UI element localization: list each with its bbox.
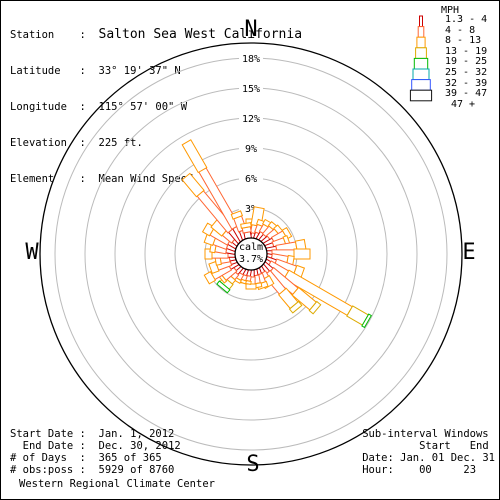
wind-bar-segment: [203, 271, 217, 285]
ring-label-bg: [239, 82, 263, 93]
wind-bar-segment: [288, 300, 303, 314]
station-info: Station : Salton Sea West California Lat…: [10, 5, 302, 209]
legend-label: 47 +: [451, 98, 476, 110]
sub-interval-title: Sub-interval Windows: [362, 428, 489, 440]
ring-label: 6%: [245, 174, 257, 185]
legend-label: 19 - 25: [445, 56, 488, 68]
sub-interval-windows: Sub-interval Windows Start End Date: Jan…: [362, 428, 495, 476]
ring-layer: 3% 6% 9% 12% 15% 18%: [39, 42, 463, 466]
compass-north: N: [244, 17, 257, 42]
latitude-label: Latitude: [10, 65, 61, 77]
wind-bar-segment: [181, 172, 205, 198]
legend-title: MPH: [441, 5, 460, 16]
legend-label: 4 - 8: [445, 24, 476, 36]
ring-label: 18%: [242, 54, 260, 65]
ring-label-bg: [239, 202, 263, 213]
obs-label: # obs:poss: [10, 464, 74, 476]
ring-label-bg: [239, 52, 263, 63]
ring-label: 15%: [242, 84, 260, 95]
station-name: Salton Sea West California: [98, 27, 303, 42]
compass-west: W: [25, 240, 39, 265]
days-label: # of Days: [10, 452, 67, 464]
col-end-label: End: [469, 440, 489, 452]
ring-label: 12%: [242, 114, 260, 125]
legend-swatch: [413, 57, 429, 70]
legend-label: 1.3 - 4: [445, 14, 488, 25]
legend-swatch: [412, 68, 430, 81]
elevation-row: Elevation : 225 ft.: [10, 137, 143, 149]
legend-swatch: [409, 89, 433, 102]
date-label: Date:: [362, 452, 394, 464]
ring-label: 3%: [245, 204, 257, 215]
ring-label-bg: [239, 172, 263, 183]
hour-end-value: 23: [463, 464, 477, 476]
footer-credit: Western Regional Climate Center: [19, 478, 215, 490]
legend-label: 39 - 47: [445, 88, 488, 100]
compass-east: E: [462, 240, 475, 265]
wind-bar-segment: [216, 280, 231, 294]
end-date-value: Dec. 30, 2012: [98, 440, 181, 452]
date-start-value: Jan. 01: [400, 452, 445, 464]
start-date-value: Jan. 1, 2012: [98, 428, 175, 440]
wind-bar-segment: [230, 210, 244, 220]
element-row: Element : Mean Wind Speed: [10, 173, 194, 185]
station-row: Station : Salton Sea West California: [10, 27, 303, 42]
wind-bar-segment: [293, 248, 311, 260]
wind-bar-segment: [245, 283, 257, 290]
ring-label-bg: [239, 112, 263, 123]
element-label: Element: [10, 173, 55, 185]
date-end-value: Dec. 31: [450, 452, 495, 464]
wind-bar-segment: [308, 300, 322, 315]
ring-label: 9%: [245, 144, 257, 155]
compass-south: S: [246, 452, 259, 477]
legend-swatch: [416, 36, 426, 49]
end-date-label: End Date: [22, 440, 74, 452]
legend-label: 25 - 32: [445, 66, 488, 78]
legend-swatch: [419, 15, 423, 28]
date-summary: Start Date : Jan. 1, 2012 End Date : Dec…: [10, 428, 181, 476]
latitude-row: Latitude : 33° 19' 37" N: [10, 65, 181, 77]
elevation-value: 225 ft.: [98, 137, 143, 149]
col-start-label: Start: [419, 440, 451, 452]
outer-circle: [39, 42, 463, 466]
ring-label-bg: [239, 142, 263, 153]
hour-label: Hour:: [362, 464, 394, 476]
wind-bar-segment: [281, 227, 293, 240]
wind-bar-segment: [181, 139, 208, 174]
wind-bar-segment: [361, 313, 372, 329]
longitude-row: Longitude : 115° 57' 00" W: [10, 101, 188, 113]
legend-swatches: [409, 15, 433, 102]
latitude-value: 33° 19' 37" N: [98, 65, 181, 77]
elevation-label: Elevation: [10, 137, 67, 149]
days-value: 365 of 365: [98, 452, 162, 464]
calm-label: calm: [239, 242, 263, 253]
legend-swatch: [411, 79, 431, 91]
calm-circle: [234, 237, 268, 271]
calm-value: 3.7%: [239, 254, 263, 265]
hour-start-value: 00: [419, 464, 432, 476]
start-date-label: Start Date: [10, 428, 74, 440]
obs-value: 5929 of 8760: [98, 464, 175, 476]
station-label: Station: [10, 29, 55, 41]
legend-label: 8 - 13: [445, 35, 482, 47]
longitude-label: Longitude: [10, 101, 67, 113]
wind-bar-segment: [240, 222, 252, 229]
legend-swatch: [417, 26, 425, 38]
legend-label: 32 - 39: [445, 77, 488, 89]
legend-label: 13 - 19: [445, 45, 488, 57]
legend-swatch: [415, 47, 427, 59]
